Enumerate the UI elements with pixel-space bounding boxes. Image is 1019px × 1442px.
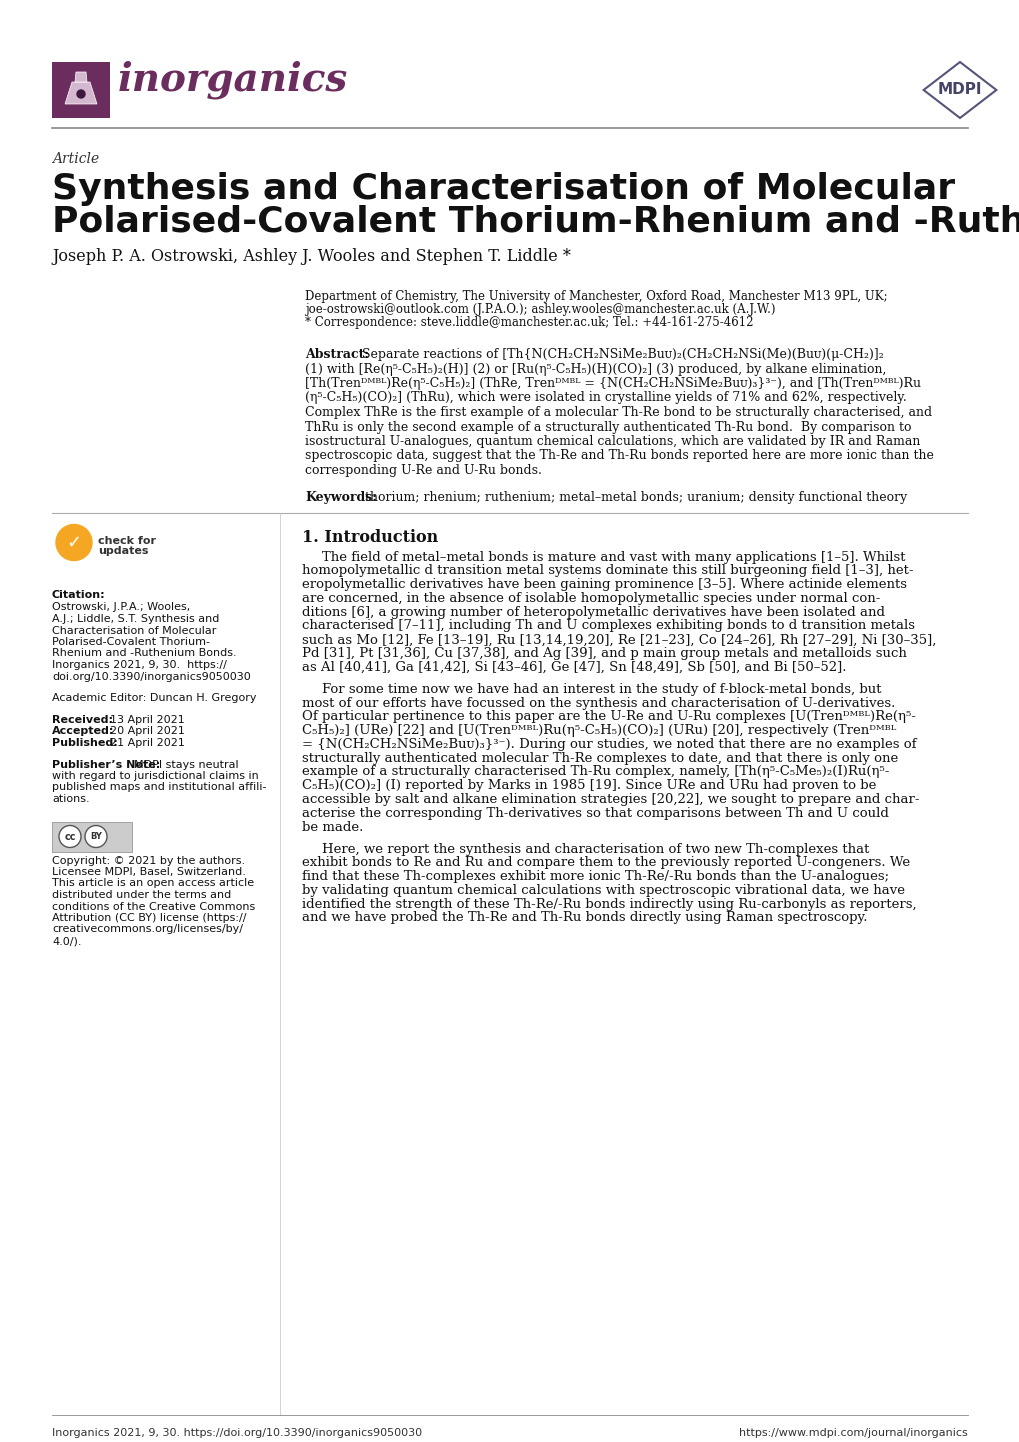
Text: and we have probed the Th-Re and Th-Ru bonds directly using Raman spectroscopy.: and we have probed the Th-Re and Th-Ru b… — [302, 911, 866, 924]
Text: Licensee MDPI, Basel, Switzerland.: Licensee MDPI, Basel, Switzerland. — [52, 867, 246, 877]
Text: as Al [40,41], Ga [41,42], Si [43–46], Ge [47], Sn [48,49], Sb [50], and Bi [50–: as Al [40,41], Ga [41,42], Si [43–46], G… — [302, 660, 846, 673]
Text: corresponding U-Re and U-Ru bonds.: corresponding U-Re and U-Ru bonds. — [305, 464, 541, 477]
Text: check for: check for — [98, 535, 156, 545]
Text: with regard to jurisdictional claims in: with regard to jurisdictional claims in — [52, 771, 259, 782]
Text: Ostrowski, J.P.A.; Wooles,: Ostrowski, J.P.A.; Wooles, — [52, 603, 191, 613]
Text: exhibit bonds to Re and Ru and compare them to the previously reported U-congene: exhibit bonds to Re and Ru and compare t… — [302, 857, 909, 870]
Text: Here, we report the synthesis and characterisation of two new Th-complexes that: Here, we report the synthesis and charac… — [322, 842, 868, 855]
Text: For some time now we have had an interest in the study of f-block-metal bonds, b: For some time now we have had an interes… — [322, 682, 880, 695]
Text: example of a structurally characterised Th-Ru complex, namely, [Th(η⁵-C₅Me₅)₂(I): example of a structurally characterised … — [302, 766, 889, 779]
Text: distributed under the terms and: distributed under the terms and — [52, 890, 231, 900]
Text: Article: Article — [52, 151, 99, 166]
Text: Of particular pertinence to this paper are the U-Re and U-Ru complexes [U(Trenᴰᴹ: Of particular pertinence to this paper a… — [302, 711, 915, 724]
Text: ThRu is only the second example of a structurally authenticated Th-Ru bond.  By : ThRu is only the second example of a str… — [305, 421, 911, 434]
Text: by validating quantum chemical calculations with spectroscopic vibrational data,: by validating quantum chemical calculati… — [302, 884, 904, 897]
Text: C₅H₅)₂] (URe) [22] and [U(Trenᴰᴹᴮᴸ)Ru(η⁵-C₅H₅)(CO)₂] (URu) [20], respectively (T: C₅H₅)₂] (URe) [22] and [U(Trenᴰᴹᴮᴸ)Ru(η⁵… — [302, 724, 896, 737]
Text: updates: updates — [98, 547, 149, 557]
Text: structurally authenticated molecular Th-Re complexes to date, and that there is : structurally authenticated molecular Th-… — [302, 751, 898, 764]
Circle shape — [59, 825, 81, 848]
Text: identified the strength of these Th-Re/-Ru bonds indirectly using Ru-carbonyls a: identified the strength of these Th-Re/-… — [302, 898, 916, 911]
Text: Publisher’s Note:: Publisher’s Note: — [52, 760, 160, 770]
Text: 21 April 2021: 21 April 2021 — [110, 738, 184, 748]
Text: are concerned, in the absence of isolable homopolymetallic species under normal : are concerned, in the absence of isolabl… — [302, 591, 879, 604]
Text: ations.: ations. — [52, 795, 90, 805]
Text: 1. Introduction: 1. Introduction — [302, 529, 438, 545]
Text: ✓: ✓ — [66, 534, 82, 551]
Text: Citation:: Citation: — [52, 591, 106, 600]
Text: Keywords:: Keywords: — [305, 490, 376, 503]
Text: homopolymetallic d transition metal systems dominate this still burgeoning field: homopolymetallic d transition metal syst… — [302, 564, 913, 577]
Text: most of our efforts have focussed on the synthesis and characterisation of U-der: most of our efforts have focussed on the… — [302, 696, 895, 709]
Polygon shape — [75, 72, 87, 82]
Text: [Th(Trenᴰᴹᴮᴸ)Re(η⁵-C₅H₅)₂] (ThRe, Trenᴰᴹᴮᴸ = {N(CH₂CH₂NSiMe₂Buᴜ)₃}³⁻), and [Th(T: [Th(Trenᴰᴹᴮᴸ)Re(η⁵-C₅H₅)₂] (ThRe, Trenᴰᴹ… — [305, 376, 920, 389]
Text: 13 April 2021: 13 April 2021 — [110, 715, 184, 725]
Text: BY: BY — [90, 832, 102, 841]
Text: creativecommons.org/licenses/by/: creativecommons.org/licenses/by/ — [52, 924, 243, 934]
Text: 20 April 2021: 20 April 2021 — [110, 727, 184, 737]
Text: Department of Chemistry, The University of Manchester, Oxford Road, Manchester M: Department of Chemistry, The University … — [305, 290, 887, 303]
Text: inorganics: inorganics — [118, 61, 347, 99]
Text: Polarised-Covalent Thorium-: Polarised-Covalent Thorium- — [52, 637, 210, 647]
Text: https://www.mdpi.com/journal/inorganics: https://www.mdpi.com/journal/inorganics — [739, 1428, 967, 1438]
Text: published maps and institutional affili-: published maps and institutional affili- — [52, 783, 266, 793]
Text: * Correspondence: steve.liddle@manchester.ac.uk; Tel.: +44-161-275-4612: * Correspondence: steve.liddle@mancheste… — [305, 316, 753, 329]
Text: This article is an open access article: This article is an open access article — [52, 878, 254, 888]
Text: (η⁵-C₅H₅)(CO)₂] (ThRu), which were isolated in crystalline yields of 71% and 62%: (η⁵-C₅H₅)(CO)₂] (ThRu), which were isola… — [305, 391, 906, 405]
Text: characterised [7–11], including Th and U complexes exhibiting bonds to d transit: characterised [7–11], including Th and U… — [302, 620, 914, 633]
Text: Copyright: © 2021 by the authors.: Copyright: © 2021 by the authors. — [52, 855, 245, 865]
Text: Polarised-Covalent Thorium-Rhenium and -Ruthenium Bonds: Polarised-Covalent Thorium-Rhenium and -… — [52, 205, 1019, 239]
Text: cc: cc — [64, 832, 75, 842]
Text: Joseph P. A. Ostrowski, Ashley J. Wooles and Stephen T. Liddle *: Joseph P. A. Ostrowski, Ashley J. Wooles… — [52, 248, 571, 265]
Text: Complex ThRe is the first example of a molecular Th-Re bond to be structurally c: Complex ThRe is the first example of a m… — [305, 407, 931, 420]
Text: MDPI stays neutral: MDPI stays neutral — [133, 760, 238, 770]
Text: MDPI: MDPI — [936, 82, 981, 98]
Text: isostructural U-analogues, quantum chemical calculations, which are validated by: isostructural U-analogues, quantum chemi… — [305, 435, 919, 448]
Text: Pd [31], Pt [31,36], Cu [37,38], and Ag [39], and p main group metals and metall: Pd [31], Pt [31,36], Cu [37,38], and Ag … — [302, 647, 906, 660]
Text: The field of metal–metal bonds is mature and vast with many applications [1–5]. : The field of metal–metal bonds is mature… — [322, 551, 905, 564]
Text: Inorganics 2021, 9, 30. https://doi.org/10.3390/inorganics9050030: Inorganics 2021, 9, 30. https://doi.org/… — [52, 1428, 422, 1438]
Text: Characterisation of Molecular: Characterisation of Molecular — [52, 626, 216, 636]
Text: acterise the corresponding Th-derivatives so that comparisons between Th and U c: acterise the corresponding Th-derivative… — [302, 808, 888, 820]
Text: accessible by salt and alkane elimination strategies [20,22], we sought to prepa: accessible by salt and alkane eliminatio… — [302, 793, 918, 806]
Bar — [52, 822, 131, 851]
Text: Attribution (CC BY) license (https://: Attribution (CC BY) license (https:// — [52, 913, 247, 923]
Text: Published:: Published: — [52, 738, 117, 748]
Text: Accepted:: Accepted: — [52, 727, 114, 737]
Text: Received:: Received: — [52, 715, 113, 725]
Text: such as Mo [12], Fe [13–19], Ru [13,14,19,20], Re [21–23], Co [24–26], Rh [27–29: such as Mo [12], Fe [13–19], Ru [13,14,1… — [302, 633, 935, 646]
Text: Synthesis and Characterisation of Molecular: Synthesis and Characterisation of Molecu… — [52, 172, 954, 206]
Text: Abstract:: Abstract: — [305, 348, 369, 360]
Text: 4.0/).: 4.0/). — [52, 936, 82, 946]
Text: conditions of the Creative Commons: conditions of the Creative Commons — [52, 901, 255, 911]
Text: joe-ostrowski@outlook.com (J.P.A.O.); ashley.wooles@manchester.ac.uk (A.J.W.): joe-ostrowski@outlook.com (J.P.A.O.); as… — [305, 303, 774, 316]
Text: Rhenium and -Ruthenium Bonds.: Rhenium and -Ruthenium Bonds. — [52, 649, 236, 659]
Text: (1) with [Re(η⁵-C₅H₅)₂(H)] (2) or [Ru(η⁵-C₅H₅)(H)(CO)₂] (3) produced, by alkane : (1) with [Re(η⁵-C₅H₅)₂(H)] (2) or [Ru(η⁵… — [305, 362, 886, 375]
Text: C₅H₅)(CO)₂] (I) reported by Marks in 1985 [19]. Since URe and URu had proven to : C₅H₅)(CO)₂] (I) reported by Marks in 198… — [302, 779, 875, 792]
Circle shape — [85, 825, 107, 848]
Text: spectroscopic data, suggest that the Th-Re and Th-Ru bonds reported here are mor: spectroscopic data, suggest that the Th-… — [305, 450, 933, 463]
Text: find that these Th-complexes exhibit more ionic Th-Re/-Ru bonds than the U-analo: find that these Th-complexes exhibit mor… — [302, 870, 889, 883]
Text: thorium; rhenium; ruthenium; metal–metal bonds; uranium; density functional theo: thorium; rhenium; ruthenium; metal–metal… — [365, 490, 906, 503]
Text: eropolymetallic derivatives have been gaining prominence [3–5]. Where actinide e: eropolymetallic derivatives have been ga… — [302, 578, 906, 591]
Text: be made.: be made. — [302, 820, 363, 833]
Text: Academic Editor: Duncan H. Gregory: Academic Editor: Duncan H. Gregory — [52, 694, 256, 704]
Circle shape — [76, 89, 85, 98]
Text: doi.org/10.3390/inorganics9050030: doi.org/10.3390/inorganics9050030 — [52, 672, 251, 682]
Circle shape — [56, 525, 92, 561]
Text: Separate reactions of [Th{N(CH₂CH₂NSiMe₂Buᴜ)₂(CH₂CH₂NSi(Me)(Buᴜ)(μ-CH₂)]₂: Separate reactions of [Th{N(CH₂CH₂NSiMe₂… — [362, 348, 882, 360]
Polygon shape — [65, 82, 97, 104]
Text: A.J.; Liddle, S.T. Synthesis and: A.J.; Liddle, S.T. Synthesis and — [52, 614, 219, 624]
Text: = {N(CH₂CH₂NSiMe₂Buᴜ)₃}³⁻). During our studies, we noted that there are no examp: = {N(CH₂CH₂NSiMe₂Buᴜ)₃}³⁻). During our s… — [302, 738, 916, 751]
Bar — [52, 62, 110, 118]
Text: Inorganics 2021, 9, 30.  https://: Inorganics 2021, 9, 30. https:// — [52, 660, 226, 671]
Text: ditions [6], a growing number of heteropolymetallic derivatives have been isolat: ditions [6], a growing number of heterop… — [302, 606, 884, 619]
